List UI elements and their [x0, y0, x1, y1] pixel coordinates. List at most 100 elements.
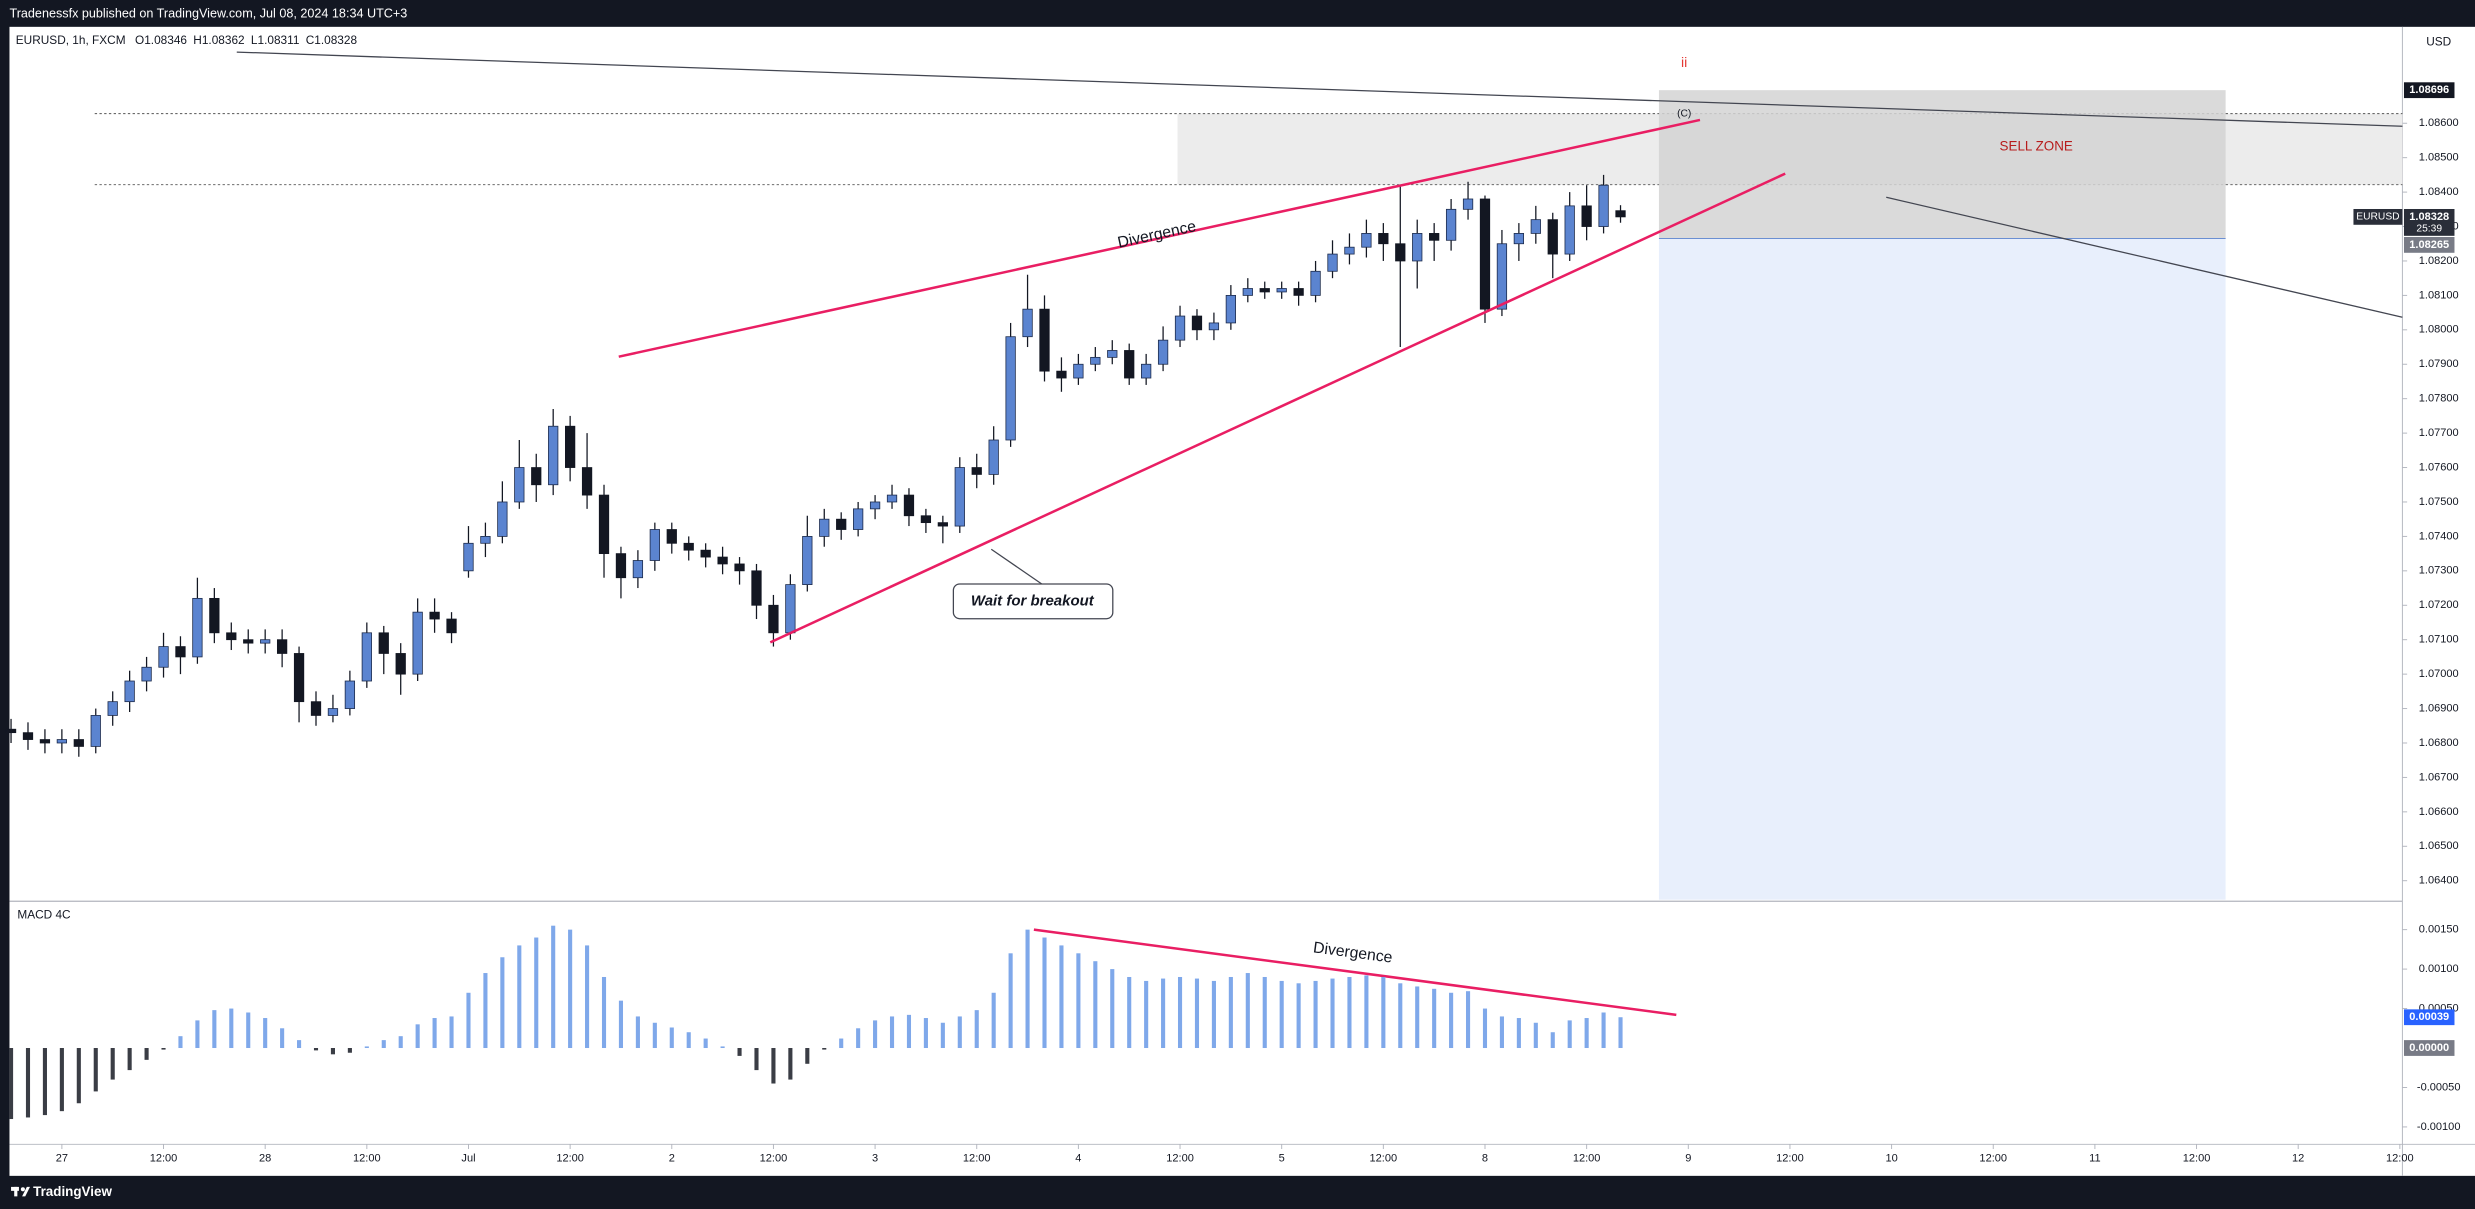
macd-bar: [432, 1018, 437, 1049]
macd-bar: [229, 1008, 234, 1049]
candle-body: [548, 425, 559, 486]
candle-body: [751, 570, 762, 606]
x-tick-label: 12:00: [760, 1152, 788, 1164]
macd-bar: [1516, 1018, 1521, 1049]
y-tick-label: 1.06600: [2419, 806, 2459, 818]
callout-box: [952, 583, 1114, 620]
macd-bar: [1618, 1017, 1623, 1049]
macd-bar: [1550, 1032, 1555, 1049]
candle-body: [39, 739, 51, 744]
candle-body: [717, 556, 728, 565]
macd-bar: [906, 1014, 912, 1049]
macd-bar: [686, 1032, 691, 1049]
x-tick-label: 8: [1482, 1152, 1488, 1164]
x-tick-label: 12:00: [1166, 1152, 1194, 1164]
candle-body: [56, 739, 68, 744]
candle-body: [531, 467, 542, 486]
x-tick-label: 12:00: [1776, 1152, 1804, 1164]
candle-body: [1395, 243, 1406, 262]
candle-body: [446, 618, 457, 634]
x-tick-label: 12:00: [1370, 1152, 1398, 1164]
y-tick-label: 1.07500: [2419, 496, 2459, 508]
symbol-tag-bg: [2353, 208, 2403, 225]
candle-body: [480, 536, 491, 544]
y-tick-label: 1.06700: [2419, 771, 2459, 783]
candle-body: [192, 597, 203, 658]
x-tick-label: Jul: [461, 1152, 475, 1164]
candle-body: [1022, 308, 1033, 338]
macd-bar: [771, 1048, 776, 1084]
zero-badge-bg: [2403, 1040, 2455, 1056]
callout-pointer: [990, 548, 1043, 585]
x-tick-label: 10: [1885, 1152, 1897, 1164]
y-tick-label: 1.06900: [2419, 702, 2459, 714]
macd-bar: [1465, 991, 1471, 1049]
candle-body: [378, 632, 389, 654]
y-tick-label: 1.07600: [2419, 461, 2459, 473]
macd-bar: [1364, 975, 1369, 1049]
y-tick-label: 1.08000: [2419, 324, 2459, 336]
macd-bar: [246, 1012, 251, 1049]
macd-bar: [1177, 976, 1183, 1049]
candles-layer: [5, 174, 1626, 757]
macd-bar: [703, 1038, 708, 1049]
x-tick-label: 12:00: [2386, 1152, 2414, 1164]
macd-bar: [669, 1027, 674, 1049]
candle-body: [463, 542, 474, 572]
macd-badge: 0.00039: [2409, 1011, 2449, 1023]
y-tick-label: 1.07900: [2419, 358, 2459, 370]
macd-bar: [1347, 976, 1352, 1049]
wave-label: (C): [1677, 108, 1691, 119]
macd-bar: [534, 937, 539, 1049]
candle-body: [1412, 233, 1423, 262]
candle-body: [1242, 288, 1253, 296]
candle-body: [158, 646, 169, 668]
macd-bar: [144, 1048, 149, 1060]
candle-body: [1039, 308, 1050, 372]
x-tick-label: 3: [872, 1152, 878, 1164]
x-tick-label: 27: [56, 1152, 68, 1164]
logo-shape: [20, 1187, 25, 1192]
trend-line: [1886, 196, 2403, 318]
macd-bar: [1398, 983, 1403, 1049]
candle-body: [666, 529, 677, 544]
x-tick-label: 9: [1685, 1152, 1691, 1164]
candle-body: [141, 666, 152, 682]
x-tick-label: 12: [2292, 1152, 2304, 1164]
y-tick-label: 1.06400: [2419, 875, 2459, 887]
candle-body: [361, 632, 372, 682]
macd-divergence-line: [1033, 928, 1677, 1017]
candle-body: [1124, 350, 1135, 379]
candle-body: [226, 632, 237, 641]
x-tick-label: 12:00: [353, 1152, 381, 1164]
candle-body: [260, 639, 271, 644]
candle-body: [937, 522, 948, 527]
price-badge: 1.08328: [2409, 211, 2449, 223]
symbol-title: EURUSD, 1h, FXCM: [16, 33, 126, 47]
macd-bar: [1228, 976, 1233, 1049]
candle-body: [497, 501, 508, 537]
candle-body: [1056, 370, 1067, 379]
macd-bar: [1110, 969, 1115, 1049]
macd-bar: [1262, 976, 1267, 1049]
candle-body: [954, 467, 965, 527]
currency-label: USD: [2426, 35, 2451, 49]
brand-logo: [11, 1186, 30, 1197]
candle-body: [802, 536, 813, 586]
macd-bar: [1533, 1022, 1538, 1049]
countdown: 25:39: [2416, 223, 2442, 234]
macd-bar: [1245, 973, 1250, 1049]
y-tick-label: 1.08200: [2419, 255, 2459, 267]
macd-bar: [449, 1016, 454, 1049]
macd-bar: [940, 1022, 945, 1049]
ohlc-letter: H: [193, 33, 202, 47]
sell-zone-label: SELL ZONE: [2000, 138, 2073, 153]
y-tick-label: 1.08600: [2419, 117, 2459, 129]
candle-body: [1174, 315, 1186, 341]
macd-bar: [551, 925, 556, 1049]
sell-zone: [1658, 90, 2226, 239]
candle-body: [1090, 356, 1101, 365]
candle-body: [853, 508, 864, 530]
candle-body: [1581, 205, 1592, 227]
candle-body: [1191, 315, 1203, 331]
